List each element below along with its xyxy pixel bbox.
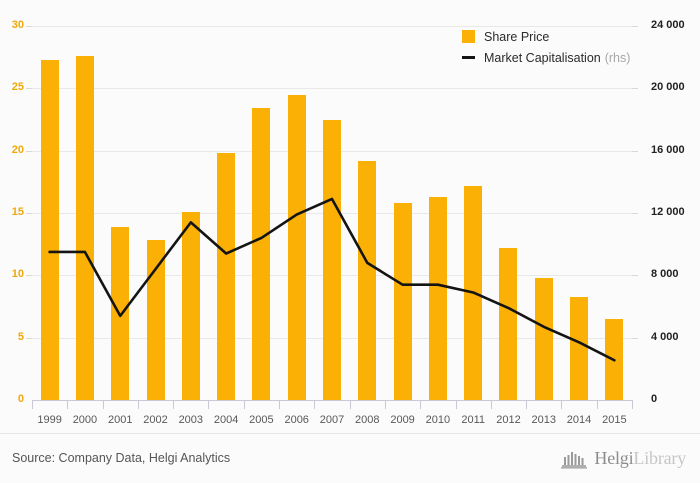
y-right-tick-label: 24 000 [651, 19, 685, 31]
x-tick-label-1999: 1999 [37, 414, 62, 426]
x-tick-label-2005: 2005 [249, 414, 274, 426]
y-left-tick-label: 30 [11, 19, 24, 31]
plot-area [32, 26, 632, 401]
x-tick-label-2006: 2006 [284, 414, 309, 426]
x-tick [385, 400, 386, 409]
x-tick-label-2000: 2000 [72, 414, 98, 426]
y-right-tick-label: 0 [651, 393, 658, 405]
x-tick [597, 400, 598, 409]
x-tick [456, 400, 457, 409]
y-left-tick-label: 15 [11, 206, 24, 218]
x-tick-label-2013: 2013 [531, 414, 556, 426]
bar-2007[interactable] [323, 120, 341, 401]
x-tick [491, 400, 492, 409]
helgi-library-logo[interactable]: Helgi Library [561, 448, 686, 469]
legend-label-share-price: Share Price [484, 29, 550, 44]
gridline [32, 88, 632, 89]
bar-2004[interactable] [217, 153, 235, 400]
x-tick [420, 400, 421, 409]
legend-line-swatch-icon [462, 56, 475, 59]
y-left-tick [26, 275, 32, 276]
x-tick-label-2010: 2010 [425, 414, 451, 426]
y-right-tick [632, 213, 638, 214]
x-tick [314, 400, 315, 409]
y-right-tick-label: 8 000 [651, 268, 679, 281]
y-left-tick-label: 0 [17, 393, 24, 405]
chart-legend: Share Price Market Capitalisation (rhs) [462, 26, 642, 68]
x-axis-line [32, 400, 632, 401]
market-capitalisation-line-series [48, 197, 616, 362]
bar-2012[interactable] [499, 248, 517, 400]
bar-2000[interactable] [76, 56, 94, 400]
x-tick-label-2009: 2009 [390, 414, 415, 426]
y-right-tick [632, 88, 638, 89]
footer-divider [0, 433, 700, 434]
x-tick-label-2014: 2014 [566, 414, 592, 426]
y-left-tick-label: 10 [11, 268, 24, 281]
y-right-tick [632, 338, 638, 339]
x-tick [173, 400, 174, 409]
y-right-tick [632, 151, 638, 152]
x-tick-label-2002: 2002 [143, 414, 168, 426]
bar-2009[interactable] [394, 203, 412, 400]
bar-1999[interactable] [41, 60, 59, 400]
x-tick [32, 400, 33, 409]
legend-label-market-capitalisation: Market Capitalisation [484, 50, 601, 65]
bar-2008[interactable] [358, 161, 376, 400]
legend-item-market-capitalisation[interactable]: Market Capitalisation (rhs) [462, 47, 642, 68]
bar-2013[interactable] [535, 278, 553, 400]
x-tick [632, 400, 633, 409]
bar-2002[interactable] [147, 240, 165, 400]
legend-bar-swatch-icon [462, 30, 475, 43]
x-tick [67, 400, 68, 409]
y-right-tick-label: 20 000 [651, 81, 685, 94]
x-tick [138, 400, 139, 409]
source-note: Source: Company Data, Helgi Analytics [12, 451, 231, 465]
y-left-tick [26, 88, 32, 89]
x-tick [350, 400, 351, 409]
y-right-tick [632, 275, 638, 276]
legend-item-share-price[interactable]: Share Price [462, 26, 642, 47]
x-tick-label-2003: 2003 [178, 414, 204, 426]
x-tick [244, 400, 245, 409]
x-tick [561, 400, 562, 409]
y-left-tick [26, 151, 32, 152]
x-tick-label-2011: 2011 [461, 414, 485, 426]
x-tick-label-2001: 2001 [107, 414, 133, 426]
x-tick [279, 400, 280, 409]
bar-2010[interactable] [429, 197, 447, 400]
y-left-tick-label: 25 [11, 81, 24, 94]
x-tick-label-2007: 2007 [319, 414, 345, 426]
x-tick-label-2004: 2004 [213, 414, 239, 426]
x-tick-label-2012: 2012 [496, 414, 521, 426]
logo-text-library: Library [633, 448, 686, 468]
y-left-tick [26, 213, 32, 214]
bar-2014[interactable] [570, 297, 588, 400]
y-left-tick-label: 5 [17, 330, 24, 343]
library-building-icon [561, 451, 588, 468]
x-tick-label-2015: 2015 [602, 414, 627, 426]
y-right-tick-label: 12 000 [651, 206, 685, 218]
y-left-tick [26, 26, 32, 27]
gridline [32, 26, 632, 27]
x-tick [526, 400, 527, 409]
x-tick [103, 400, 104, 409]
bar-2006[interactable] [288, 95, 306, 400]
y-right-tick-label: 4 000 [651, 330, 679, 343]
legend-suffix-rhs: (rhs) [604, 50, 631, 65]
x-tick-label-2008: 2008 [355, 414, 380, 426]
x-tick [208, 400, 209, 409]
y-left-tick-label: 20 [11, 143, 24, 156]
bar-2005[interactable] [252, 108, 270, 400]
bar-2003[interactable] [182, 212, 200, 400]
line-polyline [48, 197, 616, 362]
y-right-tick-label: 16 000 [651, 143, 685, 156]
y-left-tick [26, 338, 32, 339]
y-right-tick [632, 26, 638, 27]
logo-text-helgi: Helgi [594, 448, 634, 468]
